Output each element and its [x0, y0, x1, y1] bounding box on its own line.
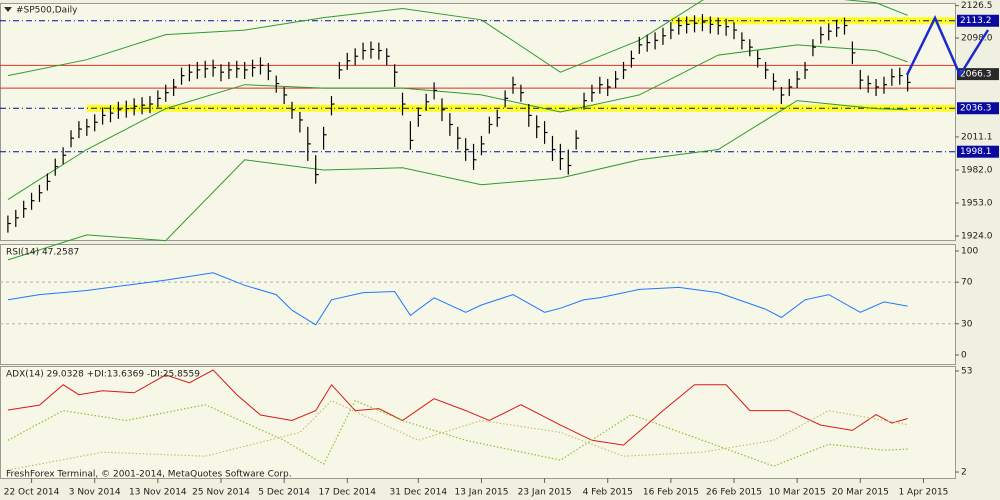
- indicator-line: [7, 399, 908, 467]
- y-tick-label: 2098.0: [961, 34, 993, 44]
- indicator-line: [7, 44, 908, 201]
- x-tick-label: 26 Feb 2015: [706, 488, 762, 498]
- x-tick-label: 4 Feb 2015: [583, 488, 633, 498]
- x-tick-label: 16 Feb 2015: [643, 488, 699, 498]
- indicator-line: [7, 369, 908, 446]
- copyright: FreshForex Terminal, © 2001-2014, MetaQu…: [6, 470, 292, 480]
- y-tick-label: 2126.5: [961, 1, 993, 11]
- indicator-line: [7, 399, 908, 471]
- x-tick-label: 5 Dec 2014: [258, 488, 310, 498]
- y-tick-label: 1982.0: [961, 166, 993, 176]
- x-tick-label: 22 Oct 2014: [4, 488, 60, 498]
- y-tick-label: 70: [961, 278, 973, 288]
- price-pane: [0, 3, 956, 241]
- x-tick-label: 23 Jan 2015: [518, 488, 572, 498]
- y-tick-label: 2011.1: [961, 132, 993, 142]
- drawn-zigzag: [905, 15, 990, 78]
- x-tick-label: 10 Mar 2015: [769, 488, 826, 498]
- x-tick-label: 25 Nov 2014: [192, 488, 250, 498]
- menu-icon: [4, 7, 12, 12]
- y-tick-label: 1924.0: [961, 232, 993, 242]
- x-tick-label: 20 Mar 2015: [832, 488, 889, 498]
- y-tick-label: 53: [961, 366, 972, 376]
- y-tick-label: 100: [961, 246, 978, 256]
- chart-title: #SP500,Daily: [16, 6, 78, 16]
- adx-pane: [0, 366, 956, 479]
- x-tick-label: 17 Dec 2014: [319, 488, 377, 498]
- highlight-zone: [670, 17, 955, 25]
- price-box-label: 2066.3: [960, 70, 992, 80]
- adx-title: ADX(14) 29.0328 +DI:13.6369 -DI:25.8559: [6, 370, 200, 380]
- indicator-line: [7, 100, 908, 261]
- x-tick-label: 13 Nov 2014: [129, 488, 187, 498]
- x-tick-label: 13 Jan 2015: [454, 488, 508, 498]
- rsi-title: RSI(14) 47.2587: [6, 248, 79, 258]
- price-box: [957, 68, 999, 81]
- price-box: [957, 145, 999, 158]
- indicator-line: [7, 0, 908, 77]
- rsi-pane: [0, 244, 956, 365]
- y-tick-label: 1953.0: [961, 199, 993, 209]
- x-tick-label: 31 Dec 2014: [390, 488, 448, 498]
- price-box-label: 2036.3: [960, 104, 992, 114]
- y-tick-label: 30: [961, 319, 973, 329]
- y-tick-label: 2: [961, 468, 967, 478]
- y-tick-label: 0: [961, 350, 967, 360]
- price-box: [957, 14, 999, 27]
- x-tick-label: 1 Apr 2015: [898, 488, 948, 498]
- x-tick-label: 3 Nov 2014: [69, 488, 121, 498]
- price-box-label: 1998.1: [960, 147, 992, 157]
- price-box-label: 2113.2: [960, 16, 992, 26]
- indicator-line: [7, 272, 908, 326]
- price-box: [957, 102, 999, 115]
